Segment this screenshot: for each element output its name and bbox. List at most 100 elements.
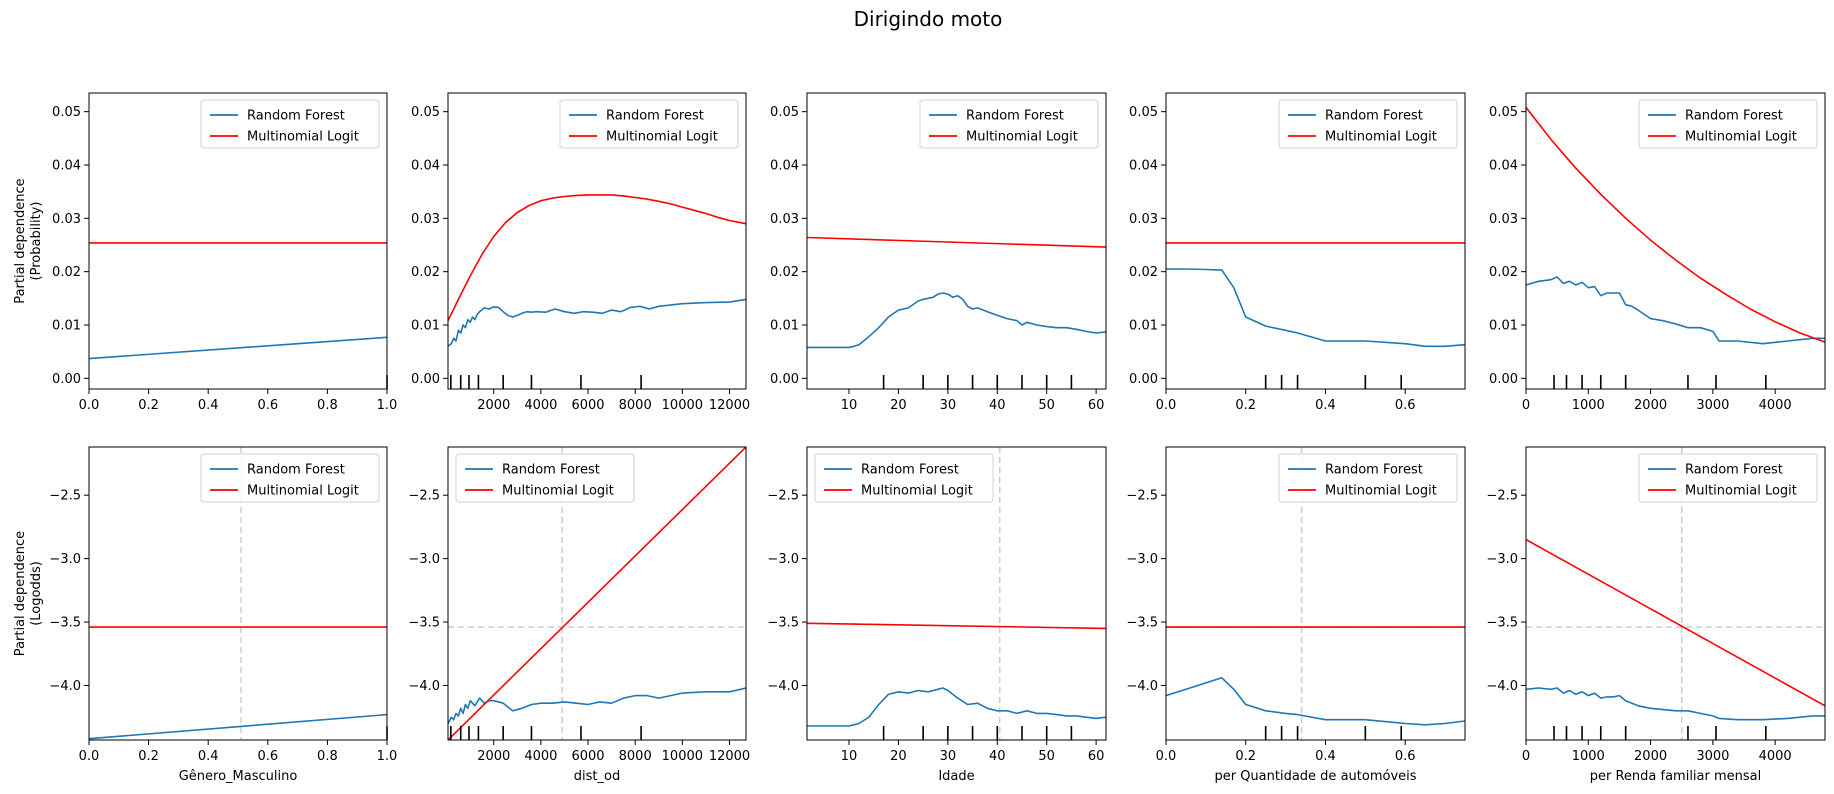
panel-0-2-y-tick-label: 0.01 [770,319,799,334]
panel-0-2-x-tick-label: 30 [940,398,957,413]
panel-1-3-y-tick-label: −4.0 [1126,679,1158,694]
panel-1-4-x-tick-label: 0 [1522,749,1530,764]
panel-1-0-y-axis-label: Partial dependence(Logodds) [13,531,44,656]
panel-1-3-axes-frame [1165,446,1466,741]
panel-0-4-y-tick-label: 0.05 [1489,105,1518,120]
panel-1-4-series-multinomial-logit-line [1526,538,1825,707]
panel-1-2-x-tick-label: 60 [1088,749,1105,764]
panel-1-0-x-tick-label: 0.0 [79,749,100,764]
panel-0-2-series-multinomial-logit-line [807,236,1106,248]
panel-1-3-x-tick-label: 0.2 [1235,749,1256,764]
panel-1-4-legend-label: Random Forest [1685,463,1783,478]
panel-1-4-x-tick-label: 3000 [1696,749,1729,764]
panel-0-3-y-tick-label: 0.03 [1129,212,1158,227]
panel-1-0-x-axis-label: Gênero_Masculino [179,769,298,784]
panel-0-2-axes-frame [806,92,1107,390]
panel-0-3-y-tick-label: 0.05 [1129,105,1158,120]
panel-1-1-legend-box [455,453,635,503]
panel-1-0-legend-label: Random Forest [247,463,345,478]
panel-0-0-x-tick-label: 0.4 [198,398,219,413]
panel-1-0-y-tick-label: −4.0 [49,679,81,694]
panel-0-1-legend-box [559,99,739,149]
panel-0-2-legend: Random Forest Multinomial Logit [919,99,1099,149]
panel-0-4-x-tick-label: 3000 [1696,398,1729,413]
panel-1-0-legend-label: Multinomial Logit [247,484,359,499]
panel-1-0-legend-box [200,453,380,503]
panel-1-1-y-tick-label: −3.0 [408,552,440,567]
panel-0-0-y-tick-label: 0.04 [52,159,81,174]
panel-0-4-legend-label: Random Forest [1685,109,1783,124]
panel-0-1-axes-frame [447,92,747,390]
panel-0-3: 0.0 0.2 0.4 0.6 0.00 0.01 0.02 0.03 0.04 0.05 Rand… [1129,92,1466,413]
panel-1-2-axes-frame [806,446,1107,741]
panel-0-0-y-tick-label: 0.03 [52,212,81,227]
panel-0-2-x-tick-label: 60 [1088,398,1105,413]
panel-0-2-x-tick-label: 40 [989,398,1006,413]
panel-1-1-x-axis-label: dist_od [574,769,620,784]
panel-0-0-axes-frame [88,92,388,390]
panel-1-1-legend-label: Random Forest [502,463,600,478]
panel-1-4-x-tick-label: 1000 [1572,749,1605,764]
panel-1-0-x-tick-label: 1.0 [377,749,398,764]
panel-0-3-legend-label: Multinomial Logit [1325,130,1437,145]
panel-0-2-x-tick-label: 20 [890,398,907,413]
panel-0-4: 0 1000 2000 3000 4000 0.00 0.01 0.02 0.03 0.04 0.0… [1489,92,1826,413]
panel-1-1-y-tick-label: −4.0 [408,679,440,694]
panel-1-4-x-tick-label: 2000 [1634,749,1667,764]
panel-1-1-x-tick-label: 6000 [571,749,604,764]
panel-0-3-y-tick-label: 0.01 [1129,319,1158,334]
panel-1-0-series-group [89,626,387,740]
panel-1-0-axes-frame [88,446,388,741]
panel-1-2: 10 20 30 40 50 60 −4.0 −3.5 −3.0 −2.5 Idade Random … [767,446,1107,784]
panel-1-1-legend-label: Multinomial Logit [502,484,614,499]
panel-0-0-y-axis-label-line: (Probability) [29,202,44,281]
panel-0-4-axes-frame [1525,92,1826,390]
panel-1-2-x-tick-label: 30 [940,749,957,764]
panel-0-1-y-tick-label: 0.02 [411,265,440,280]
panel-0-2-legend-box [919,99,1099,149]
panel-1-1-series-multinomial-logit-line [448,447,746,740]
panel-0-3-axes-frame [1165,92,1466,390]
panel-0-3-series-random-forest-line [1166,268,1465,348]
panel-1-3-x-axis-label: per Quantidade de automóveis [1214,769,1416,784]
panel-0-4-x-tick-label: 4000 [1759,398,1792,413]
panel-1-2-x-tick-label: 10 [841,749,858,764]
panel-0-1-y-tick-label: 0.05 [411,105,440,120]
panel-0-1: 2000 4000 6000 8000 10000 12000 0.00 0.01 0.02 0.… [411,92,750,413]
panel-0-0-x-tick-label: 0.8 [317,398,338,413]
panel-1-3-series-group [1166,626,1465,726]
panel-1-0-y-tick-label: −2.5 [49,489,81,504]
panel-0-1-x-tick-label: 4000 [524,398,557,413]
panel-1-2-series-group [807,622,1106,727]
panel-0-3-legend: Random Forest Multinomial Logit [1278,99,1458,149]
panel-0-4-series-multinomial-logit-line [1526,106,1825,343]
panel-0-2: 10 20 30 40 50 60 0.00 0.01 0.02 0.03 0.04 0.05 Rand… [770,92,1107,413]
panel-0-0-y-tick-label: 0.00 [52,372,81,387]
panel-1-0-y-tick-label: −3.0 [49,552,81,567]
panel-0-4-x-tick-label: 1000 [1572,398,1605,413]
panel-0-0-x-tick-label: 0.2 [138,398,159,413]
panel-0-1-series-multinomial-logit-line [448,194,746,322]
panel-0-1-x-tick-label: 8000 [619,398,652,413]
panel-1-4: 0 1000 2000 3000 4000 −4.0 −3.5 −3.0 −2.5 per Ren… [1486,446,1826,784]
panel-1-4-y-tick-label: −4.0 [1486,679,1518,694]
panel-1-2-x-tick-label: 20 [890,749,907,764]
figure-title: Dirigindo moto [854,7,1003,31]
panel-0-3-legend-label: Random Forest [1325,109,1423,124]
panel-1-3-series-random-forest-line [1166,676,1465,726]
panel-0-0-x-tick-label: 0.0 [79,398,100,413]
panel-1-2-x-tick-label: 40 [989,749,1006,764]
panel-0-2-y-tick-label: 0.05 [770,105,799,120]
panel-0-0-legend: Random Forest Multinomial Logit [200,99,380,149]
panel-1-4-axes-frame [1525,446,1826,741]
panel-0-1-y-tick-label: 0.04 [411,159,440,174]
panel-0-4-legend-box [1638,99,1818,149]
panel-1-3-y-tick-label: −3.5 [1126,616,1158,631]
panel-0-0: 0.0 0.2 0.4 0.6 0.8 1.0 0.00 0.01 0.02 0.03 0.04 0.… [13,92,397,413]
panel-1-3-legend: Random Forest Multinomial Logit [1278,453,1458,503]
panel-0-1-legend-label: Random Forest [606,109,704,124]
panel-1-2-y-tick-label: −3.0 [767,552,799,567]
panel-0-2-x-tick-label: 50 [1038,398,1055,413]
panel-1-4-legend-label: Multinomial Logit [1685,484,1797,499]
